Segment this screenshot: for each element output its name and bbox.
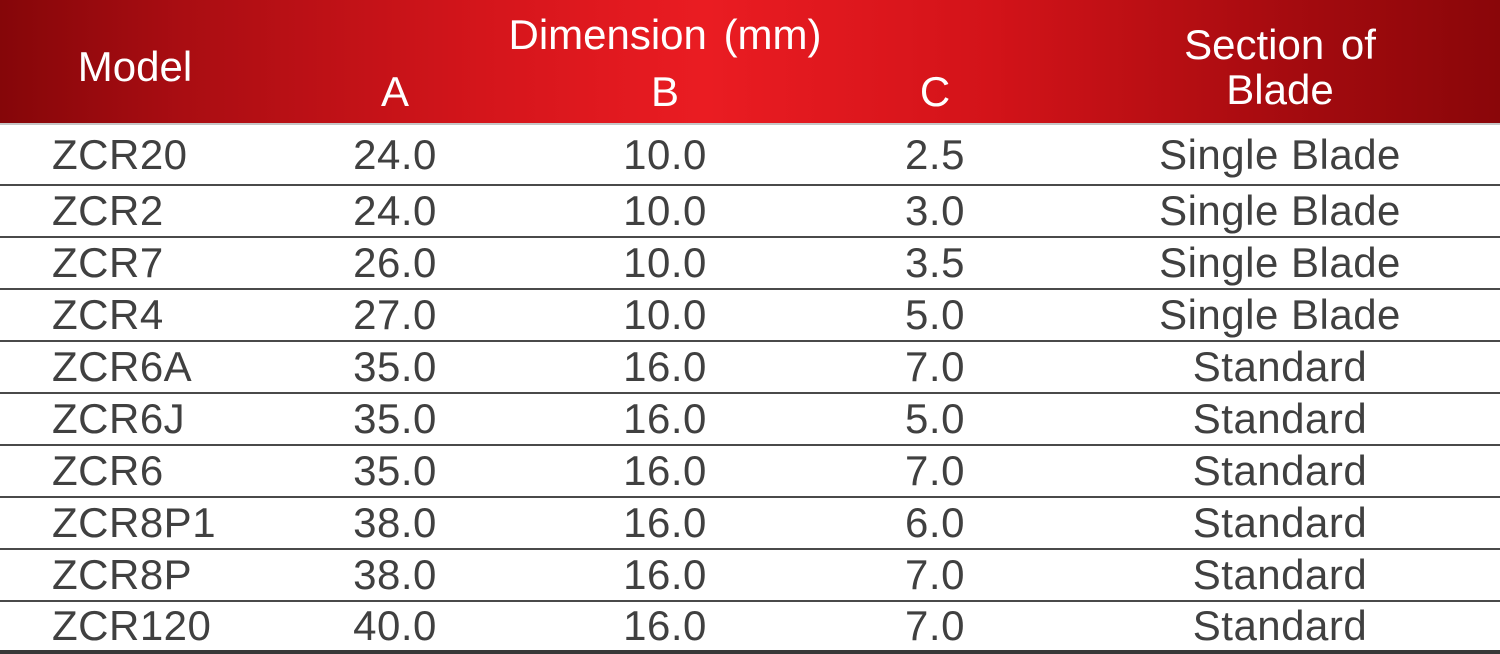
header-col-a: A [380,67,409,115]
dim-b-cell: 16.0 [623,499,707,546]
model-cell: ZCR6J [52,395,186,442]
dim-a-cell: 27.0 [353,291,437,338]
section-cell: Standard [1192,499,1368,546]
dim-a-cell: 35.0 [353,395,437,442]
model-cell: ZCR4 [52,291,164,338]
dim-a-cell: 35.0 [353,447,437,494]
model-cell: ZCR7 [52,239,164,286]
table-body: ZCR20 24.0 10.0 2.5 Single Blade ZCR2 24… [0,125,1500,654]
model-cell: ZCR120 [52,602,212,649]
section-cell: Standard [1192,551,1368,598]
model-cell: ZCR6A [52,343,193,390]
section-cell: Standard [1192,447,1368,494]
table-row: ZCR6 35.0 16.0 7.0 Standard [0,446,1500,498]
dim-c-cell: 7.0 [905,447,965,494]
dim-a-cell: 35.0 [353,343,437,390]
table-row: ZCR2 24.0 10.0 3.0 Single Blade [0,186,1500,238]
dim-b-cell: 16.0 [623,551,707,598]
dim-c-cell: 2.5 [905,130,965,178]
header-section-line2: Blade [1226,65,1334,113]
section-cell: Single Blade [1159,187,1401,234]
dim-c-cell: 7.0 [905,602,965,649]
dim-b-cell: 10.0 [623,239,707,286]
dim-b-cell: 16.0 [623,447,707,494]
section-cell: Single Blade [1159,239,1401,286]
table-header: Model Dimension (mm) A B C Section of Bl… [0,0,1500,125]
dim-a-cell: 26.0 [353,239,437,286]
dim-c-cell: 7.0 [905,551,965,598]
table-row: ZCR20 24.0 10.0 2.5 Single Blade [0,125,1500,186]
header-model: Model [77,42,193,90]
dim-c-cell: 6.0 [905,499,965,546]
model-cell: ZCR8P1 [52,499,217,546]
dim-c-cell: 5.0 [905,291,965,338]
header-section-line1: Section of [1184,20,1376,68]
dim-c-cell: 3.0 [905,187,965,234]
model-cell: ZCR6 [52,447,164,494]
table-row: ZCR8P1 38.0 16.0 6.0 Standard [0,498,1500,550]
dim-a-cell: 24.0 [353,187,437,234]
table-row: ZCR120 40.0 16.0 7.0 Standard [0,602,1500,654]
dim-b-cell: 10.0 [623,130,707,178]
dim-b-cell: 16.0 [623,395,707,442]
dim-c-cell: 7.0 [905,343,965,390]
header-section-of-blade: Section of Blade [1060,10,1500,123]
dim-b-cell: 16.0 [623,343,707,390]
table-row: ZCR6J 35.0 16.0 5.0 Standard [0,394,1500,446]
model-cell: ZCR20 [52,130,188,178]
section-cell: Standard [1192,395,1368,442]
dim-c-cell: 5.0 [905,395,965,442]
section-cell: Standard [1192,343,1368,390]
section-cell: Single Blade [1159,130,1401,178]
table-row: ZCR7 26.0 10.0 3.5 Single Blade [0,238,1500,290]
dim-a-cell: 38.0 [353,551,437,598]
dim-b-cell: 16.0 [623,602,707,649]
dim-b-cell: 10.0 [623,291,707,338]
model-cell: ZCR8P [52,551,193,598]
model-cell: ZCR2 [52,187,164,234]
dim-a-cell: 24.0 [353,130,437,178]
header-col-b: B [650,67,679,115]
header-col-c: C [919,67,951,115]
table-row: ZCR8P 38.0 16.0 7.0 Standard [0,550,1500,602]
section-cell: Single Blade [1159,291,1401,338]
table-row: ZCR4 27.0 10.0 5.0 Single Blade [0,290,1500,342]
table-row: ZCR6A 35.0 16.0 7.0 Standard [0,342,1500,394]
header-dimension-group: Dimension (mm) [508,11,822,58]
dim-a-cell: 38.0 [353,499,437,546]
dim-c-cell: 3.5 [905,239,965,286]
section-cell: Standard [1192,602,1368,649]
dim-b-cell: 10.0 [623,187,707,234]
dim-a-cell: 40.0 [353,602,437,649]
